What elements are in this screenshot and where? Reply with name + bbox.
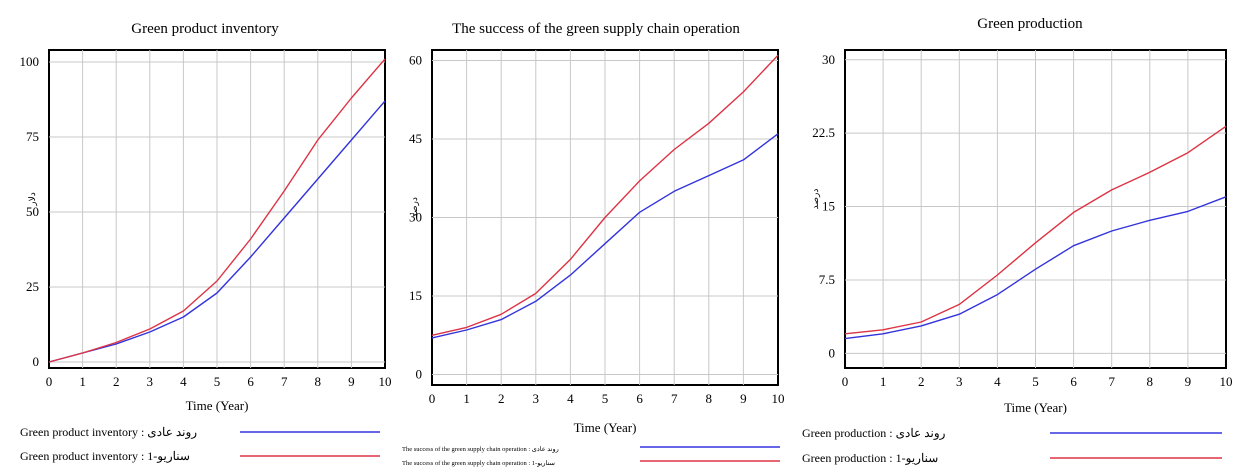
x-tick-label: 8	[706, 391, 713, 406]
x-tick-label: 6	[636, 391, 643, 406]
x-tick-label: 7	[281, 374, 288, 389]
x-tick-label: 9	[348, 374, 355, 389]
x-tick-label: 8	[315, 374, 322, 389]
y-tick-label: 25	[26, 279, 39, 294]
x-tick-label: 7	[671, 391, 678, 406]
x-tick-label: 3	[956, 374, 963, 389]
y-axis-label: دلار	[27, 192, 38, 207]
x-tick-label: 5	[1032, 374, 1039, 389]
x-tick-label: 4	[994, 374, 1001, 389]
x-tick-label: 9	[1185, 374, 1192, 389]
x-tick-label: 3	[147, 374, 154, 389]
legend-entry-2: Green product inventory : سناریو-1	[20, 449, 190, 463]
x-tick-label: 10	[379, 374, 392, 389]
y-tick-label: 30	[409, 210, 422, 225]
y-axis-label: درصد	[810, 189, 821, 210]
x-tick-label: 6	[1070, 374, 1077, 389]
y-tick-label: 7.5	[819, 272, 835, 287]
x-tick-label: 0	[842, 374, 849, 389]
y-tick-label: 0	[416, 367, 423, 382]
y-tick-label: 60	[409, 52, 422, 67]
x-tick-label: 10	[1220, 374, 1233, 389]
y-tick-label: 45	[409, 131, 422, 146]
x-axis-label: Time (Year)	[1004, 400, 1067, 415]
x-tick-label: 2	[918, 374, 925, 389]
y-tick-label: 15	[409, 288, 422, 303]
x-tick-label: 10	[772, 391, 785, 406]
y-tick-label: 100	[20, 54, 40, 69]
y-tick-label: 22.5	[812, 125, 835, 140]
x-tick-label: 9	[740, 391, 747, 406]
x-tick-label: 2	[113, 374, 120, 389]
x-tick-label: 1	[880, 374, 887, 389]
x-tick-label: 4	[180, 374, 187, 389]
x-tick-label: 0	[46, 374, 53, 389]
series-line-1	[48, 100, 386, 363]
y-tick-label: 30	[822, 52, 835, 67]
x-tick-label: 5	[602, 391, 609, 406]
legend-entry-2: Green production : سناریو-1	[802, 451, 938, 465]
chart-title: Green production	[977, 16, 1083, 32]
x-axis-label: Time (Year)	[574, 420, 637, 435]
chart-title: The success of the green supply chain op…	[452, 21, 740, 37]
y-tick-label: 50	[26, 204, 39, 219]
y-tick-label: 0	[829, 345, 836, 360]
legend-entry-1: Green production : روند عادی	[802, 426, 946, 440]
x-tick-label: 7	[1108, 374, 1115, 389]
series-line-1	[844, 196, 1227, 340]
y-tick-label: 75	[26, 129, 39, 144]
x-tick-label: 6	[247, 374, 254, 389]
x-tick-label: 0	[429, 391, 436, 406]
y-axis-label: درصد	[409, 197, 420, 218]
y-tick-label: 15	[822, 199, 835, 214]
x-tick-label: 3	[533, 391, 540, 406]
x-tick-label: 1	[463, 391, 470, 406]
legend-entry-2: The success of the green supply chain op…	[402, 459, 555, 467]
series-line-2	[431, 54, 779, 336]
x-tick-label: 8	[1147, 374, 1154, 389]
x-tick-label: 5	[214, 374, 221, 389]
series-line-1	[431, 133, 779, 339]
chart-title: Green product inventory	[131, 21, 279, 37]
series-line-2	[844, 125, 1227, 335]
y-tick-label: 0	[33, 354, 40, 369]
legend-entry-1: The success of the green supply chain op…	[402, 445, 559, 453]
x-tick-label: 1	[79, 374, 86, 389]
legend-entry-1: Green product inventory : روند عادی	[20, 425, 197, 439]
x-tick-label: 4	[567, 391, 574, 406]
x-axis-label: Time (Year)	[186, 398, 249, 413]
chart-panel-3: 0 1 2 3 4 5 6 7 8 9 10 0 7.5 15 22.5 30 Green production…	[802, 16, 1233, 465]
x-tick-label: 2	[498, 391, 505, 406]
series-line-2	[48, 58, 386, 363]
